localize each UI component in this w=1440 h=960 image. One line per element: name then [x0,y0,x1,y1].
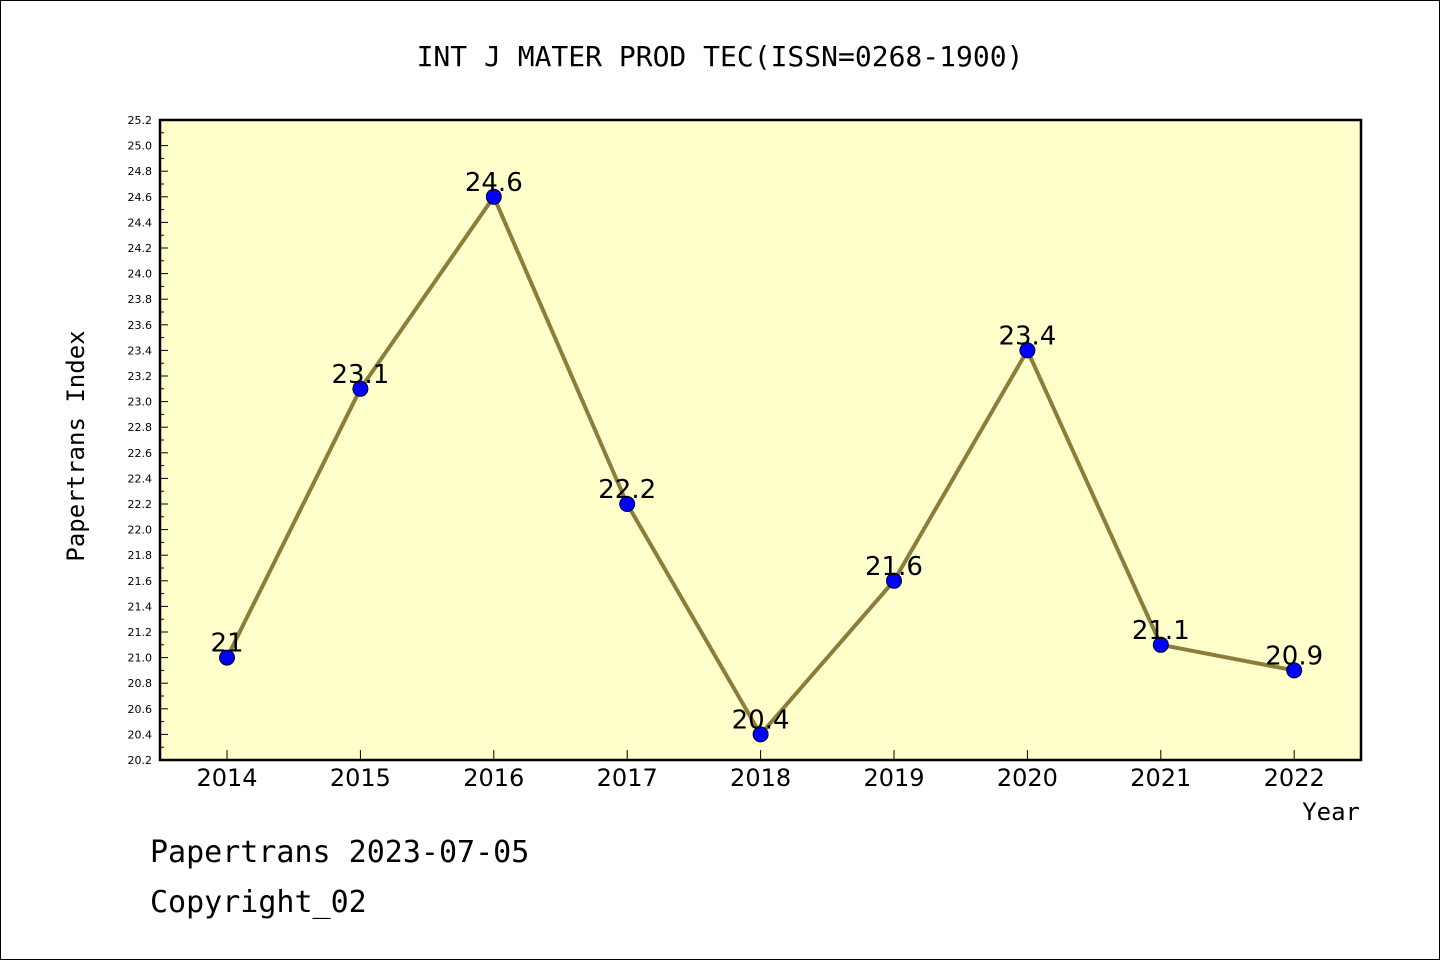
y-tick-label: 22.2 [128,498,153,511]
y-axis-label: Papertrans Index [62,330,90,561]
data-point [619,496,636,512]
data-point [1019,342,1036,359]
y-tick-label: 20.8 [128,677,153,690]
data-point [219,649,235,666]
x-tick-label: 2015 [330,764,391,792]
x-tick-label: 2021 [1130,764,1191,792]
y-tick-label: 23.6 [128,319,153,332]
y-tick-label: 21.8 [128,549,153,562]
y-tick-label: 24.2 [128,242,153,255]
y-tick-label: 24.6 [128,191,153,204]
x-axis-label: Year [1302,798,1360,826]
x-tick-label: 2019 [863,764,924,792]
footer-copyright: Copyright_02 [150,885,367,920]
chart-title: INT J MATER PROD TEC(ISSN=0268-1900) [417,40,1024,73]
data-point [485,188,502,205]
x-axis: 2014 2015 2016 2017 2018 2019 2020 2021 2022 [196,750,1325,792]
data-label: 20.4 [732,705,790,735]
y-tick-label: 20.4 [128,728,153,741]
y-tick-label: 24.4 [128,216,153,229]
data-point [352,380,369,397]
x-tick-label: 2020 [997,764,1058,792]
y-tick-label: 24.0 [128,268,153,281]
y-tick-label: 24.8 [128,165,153,178]
y-tick-label: 22.0 [128,524,153,537]
y-tick-label: 23.2 [128,370,153,383]
y-tick-label: 21.0 [128,652,153,665]
data-markers [219,188,1303,743]
y-tick-label: 22.4 [128,472,153,485]
data-label: 21.6 [865,552,923,582]
y-tick-label: 21.4 [128,600,153,613]
data-point [1286,662,1303,679]
y-tick-label: 25.2 [128,114,153,127]
data-label: 23.1 [331,360,389,390]
y-tick-label: 23.4 [128,344,153,357]
x-tick-label: 2022 [1264,764,1325,792]
data-point [1152,636,1169,653]
footer-date: Papertrans 2023-07-05 [150,835,530,870]
data-point [886,572,902,589]
x-tick-label: 2017 [597,764,658,792]
x-tick-label: 2018 [730,764,791,792]
data-point [752,726,769,743]
data-labels: 21 23.1 24.6 22.2 20.4 21.6 23.4 21.1 20.9 [210,168,1323,736]
data-label: 23.4 [998,321,1056,351]
y-tick-label: 22.6 [128,447,153,460]
data-label: 24.6 [465,168,523,198]
x-tick-label: 2016 [463,764,524,792]
y-tick-label: 22.8 [128,421,153,434]
data-label: 21.1 [1132,616,1190,646]
y-tick-label: 20.2 [128,754,153,767]
data-label: 22.2 [598,475,656,505]
y-tick-label: 20.6 [128,703,153,716]
y-tick-label: 21.2 [128,626,153,639]
plot-area [158,118,1363,762]
y-tick-label: 21.6 [128,575,153,588]
y-tick-label: 23.0 [128,396,153,409]
data-label: 21 [210,629,243,659]
data-label: 20.9 [1265,641,1323,671]
x-tick-label: 2014 [196,764,257,792]
y-tick-label: 25.0 [128,140,153,153]
y-axis: 20.2 20.4 20.6 20.8 21.0 21.2 21.4 21.6 21.8 22.0… [128,114,168,767]
y-tick-label: 23.8 [128,293,153,306]
